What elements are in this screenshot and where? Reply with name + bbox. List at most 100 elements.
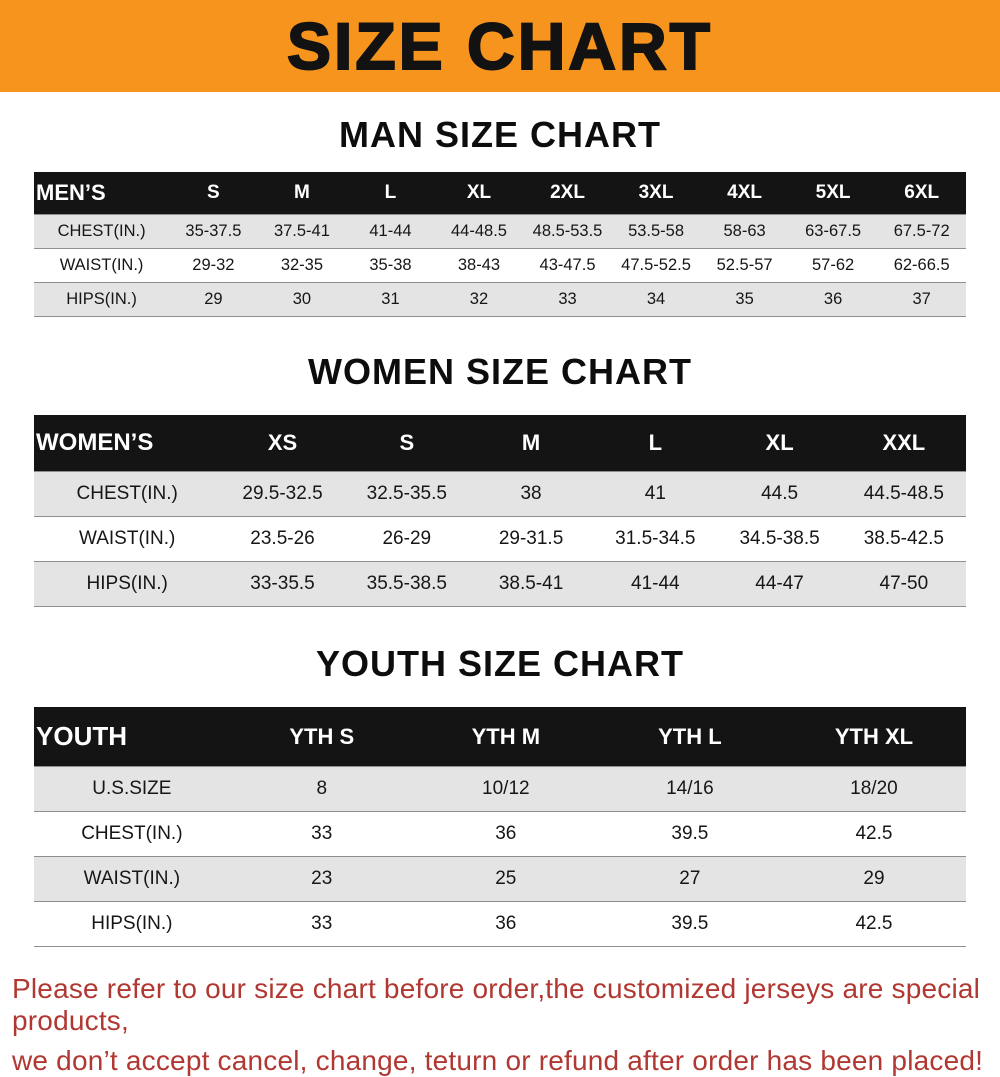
table-cell: 44-47 (717, 561, 842, 607)
table-cell: 29 (781, 856, 966, 902)
table-cell: 8 (229, 766, 414, 812)
table-cell: 35 (700, 282, 789, 317)
man-size-chart-section: MAN SIZE CHART MEN’S S M L XL 2XL 3XL 4XL 5XL 6XL… (0, 114, 1000, 317)
table-cell: 38.5-42.5 (841, 516, 966, 562)
row-label: WAIST(IN.) (34, 516, 221, 562)
size-table: WOMEN’S XS S M L XL XXL CHEST(IN.) 29.5-32.5 32.5… (34, 415, 966, 607)
banner: SIZE CHART (0, 0, 1000, 92)
table-cell: 38 (468, 471, 594, 517)
table-cell: 44.5 (717, 471, 842, 517)
women-size-chart-heading: WOMEN SIZE CHART (308, 351, 692, 392)
table-header-label: YOUTH (34, 707, 230, 767)
table-cell: 33 (523, 282, 612, 317)
row-label: HIPS(IN.) (34, 282, 170, 317)
table-row: WAIST(IN.) 29-32 32-35 35-38 38-43 43-47.5 47.… (34, 248, 966, 283)
column-header: YTH L (597, 707, 782, 767)
table-cell: 18/20 (781, 766, 966, 812)
table-cell: 34.5-38.5 (717, 516, 842, 562)
table-cell: 29.5-32.5 (220, 471, 345, 517)
table-header-row: MEN’S S M L XL 2XL 3XL 4XL 5XL 6XL (34, 172, 966, 215)
table-row: HIPS(IN.) 33-35.5 35.5-38.5 38.5-41 41-44 44-… (34, 561, 966, 607)
table-cell: 31.5-34.5 (593, 516, 718, 562)
table-cell: 29 (169, 282, 258, 317)
table-row: WAIST(IN.) 23.5-26 26-29 29-31.5 31.5-34.5 34… (34, 516, 966, 562)
column-header: XXL (841, 415, 966, 472)
table-cell: 25 (413, 856, 598, 902)
table-cell: 41 (593, 471, 718, 517)
table-cell: 37.5-41 (257, 214, 347, 249)
row-label: WAIST(IN.) (34, 248, 170, 283)
row-label: CHEST(IN.) (34, 811, 230, 857)
table-cell: 23.5-26 (220, 516, 345, 562)
size-table: MEN’S S M L XL 2XL 3XL 4XL 5XL 6XL CHEST(IN.) 35-37… (34, 172, 966, 317)
table-cell: 38.5-41 (468, 561, 594, 607)
column-header: 5XL (788, 172, 878, 215)
table-cell: 47.5-52.5 (611, 248, 701, 283)
table-cell: 44-48.5 (434, 214, 524, 249)
table-header-row: WOMEN’S XS S M L XL XXL (34, 415, 966, 472)
row-label: CHEST(IN.) (34, 214, 170, 249)
column-header: XS (220, 415, 345, 472)
youth-size-chart-section: YOUTH SIZE CHART YOUTH YTH S YTH M YTH L YTH… (0, 643, 1000, 947)
youth-size-table: YOUTH YTH S YTH M YTH L YTH XL U.S.SIZE 8 10/12… (34, 707, 966, 947)
table-cell: 35-38 (346, 248, 435, 283)
table-cell: 62-66.5 (877, 248, 966, 283)
column-header: 3XL (611, 172, 701, 215)
table-row: WAIST(IN.) 23 25 27 29 (34, 856, 966, 902)
table-cell: 23 (229, 856, 414, 902)
table-cell: 47-50 (841, 561, 966, 607)
table-cell: 27 (597, 856, 782, 902)
table-cell: 35.5-38.5 (344, 561, 469, 607)
table-cell: 41-44 (593, 561, 718, 607)
table-row: CHEST(IN.) 33 36 39.5 42.5 (34, 811, 966, 857)
table-cell: 42.5 (781, 811, 966, 857)
table-cell: 29-31.5 (468, 516, 594, 562)
table-cell: 32-35 (257, 248, 347, 283)
table-cell: 33 (229, 811, 414, 857)
table-row: HIPS(IN.) 29 30 31 32 33 34 35 36 37 (34, 282, 966, 317)
column-header: L (346, 172, 435, 215)
table-cell: 52.5-57 (700, 248, 789, 283)
column-header: L (593, 415, 718, 472)
table-cell: 32 (434, 282, 524, 317)
table-cell: 36 (413, 901, 598, 947)
table-cell: 34 (611, 282, 701, 317)
column-header: 6XL (877, 172, 966, 215)
table-cell: 39.5 (597, 901, 782, 947)
table-header-label: MEN’S (34, 172, 170, 215)
table-cell: 30 (257, 282, 347, 317)
column-header: YTH S (229, 707, 414, 767)
banner-title: SIZE CHART (286, 8, 713, 84)
table-cell: 43-47.5 (523, 248, 612, 283)
footer-note: Please refer to our size chart before or… (12, 973, 988, 1077)
row-label: U.S.SIZE (34, 766, 230, 812)
row-label: HIPS(IN.) (34, 561, 221, 607)
table-cell: 53.5-58 (611, 214, 701, 249)
table-cell: 57-62 (788, 248, 878, 283)
women-size-table: WOMEN’S XS S M L XL XXL CHEST(IN.) 29.5-32.5 32.5… (34, 415, 966, 607)
table-cell: 48.5-53.5 (523, 214, 612, 249)
man-size-table: MEN’S S M L XL 2XL 3XL 4XL 5XL 6XL CHEST(IN.) 35-37… (34, 172, 966, 317)
table-header-row: YOUTH YTH S YTH M YTH L YTH XL (34, 707, 966, 767)
column-header: M (257, 172, 347, 215)
table-cell: 36 (788, 282, 878, 317)
table-cell: 44.5-48.5 (841, 471, 966, 517)
column-header: S (344, 415, 469, 472)
row-label: HIPS(IN.) (34, 901, 230, 947)
table-cell: 35-37.5 (169, 214, 258, 249)
column-header: M (468, 415, 594, 472)
table-row: CHEST(IN.) 29.5-32.5 32.5-35.5 38 41 44.5 44.5… (34, 471, 966, 517)
row-label: WAIST(IN.) (34, 856, 230, 902)
youth-size-chart-heading: YOUTH SIZE CHART (315, 643, 684, 684)
row-label: CHEST(IN.) (34, 471, 221, 517)
column-header: YTH M (413, 707, 598, 767)
women-size-chart-section: WOMEN SIZE CHART WOMEN’S XS S M L XL XXL CHEST(… (0, 351, 1000, 607)
table-cell: 33-35.5 (220, 561, 345, 607)
column-header: YTH XL (781, 707, 966, 767)
footer-note-line-1: Please refer to our size chart before or… (12, 973, 981, 1036)
man-size-chart-heading: MAN SIZE CHART (339, 114, 661, 155)
table-cell: 37 (877, 282, 966, 317)
table-cell: 29-32 (169, 248, 258, 283)
table-cell: 42.5 (781, 901, 966, 947)
table-row: U.S.SIZE 8 10/12 14/16 18/20 (34, 766, 966, 812)
